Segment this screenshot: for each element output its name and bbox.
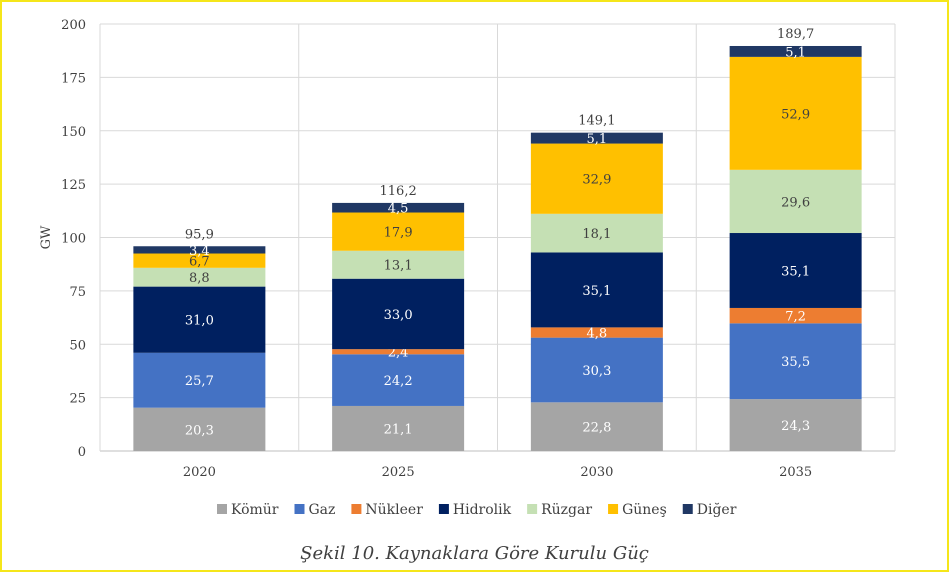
data-label: 7,2 [785, 310, 806, 325]
bar-segment [332, 405, 465, 451]
bar-segment [729, 56, 862, 170]
data-label: 22,8 [582, 421, 611, 436]
y-tick-label: 0 [78, 445, 86, 460]
bar-segment [530, 143, 663, 214]
y-tick-label: 75 [69, 285, 86, 300]
figure-caption: Şekil 10. Kaynaklara Göre Kurulu Güç [300, 543, 649, 564]
y-tick-label: 200 [61, 18, 86, 33]
data-label: 6,7 [189, 255, 210, 270]
data-label: 21,1 [384, 422, 413, 437]
x-tick-label: 2020 [183, 465, 216, 480]
x-tick-label: 2030 [580, 465, 613, 480]
bar-segment [530, 402, 663, 451]
legend-label: Gaz [309, 502, 336, 518]
bar-segment [332, 278, 465, 350]
legend-label: Nükleer [365, 502, 423, 518]
legend-label: Hidrolik [453, 502, 512, 518]
y-tick-label: 125 [61, 178, 86, 193]
x-tick-label: 2025 [382, 465, 415, 480]
total-label: 189,7 [777, 27, 814, 42]
data-label: 32,9 [582, 173, 611, 188]
data-label: 17,9 [384, 226, 413, 241]
bar-segment [332, 354, 465, 406]
bar-segment [530, 132, 663, 144]
data-label: 33,0 [384, 308, 413, 323]
bar-segment [530, 252, 663, 328]
x-tick-label: 2035 [779, 465, 812, 480]
data-label: 18,1 [582, 227, 611, 242]
data-label: 35,1 [582, 284, 611, 299]
total-label: 95,9 [185, 227, 214, 242]
bar-segment [133, 253, 266, 268]
data-label: 24,2 [384, 374, 413, 389]
bar-segment [729, 307, 862, 324]
bar-segment [530, 213, 663, 253]
data-label: 35,5 [781, 355, 810, 370]
bar-segment [133, 407, 266, 451]
bar-segment [729, 399, 862, 451]
data-label: 2,4 [388, 346, 409, 361]
bar-segment [133, 352, 266, 408]
bar-segment [332, 202, 465, 213]
legend-swatch [351, 504, 362, 514]
bar-segment [332, 349, 465, 355]
bar-segment [332, 250, 465, 279]
bar-segment [729, 169, 862, 234]
bar-segment [133, 246, 266, 254]
bar-segment [530, 337, 663, 403]
legend-label: Diğer [697, 502, 737, 518]
data-label: 8,8 [189, 271, 210, 286]
legend-label: Rüzgar [541, 502, 592, 518]
data-label: 5,1 [587, 132, 608, 147]
y-tick-label: 175 [61, 71, 86, 86]
bar-segment [332, 212, 465, 251]
bar-segment [133, 286, 266, 353]
data-label: 24,3 [781, 419, 810, 434]
bar-segment [133, 267, 266, 287]
data-label: 35,1 [781, 264, 810, 279]
data-label: 25,7 [185, 374, 214, 389]
legend-swatch [682, 504, 693, 514]
legend-label: Güneş [622, 502, 667, 518]
y-axis-title: GW [39, 225, 54, 249]
total-label: 149,1 [578, 114, 615, 129]
y-tick-label: 50 [69, 338, 86, 353]
total-label: 116,2 [380, 184, 417, 199]
legend-swatch [438, 504, 449, 514]
data-label: 31,0 [185, 314, 214, 329]
data-label: 20,3 [185, 423, 214, 438]
data-label: 52,9 [781, 107, 810, 122]
data-label: 29,6 [781, 195, 810, 210]
bar-segment [729, 45, 862, 57]
legend-swatch [217, 504, 227, 514]
legend-swatch [527, 504, 538, 514]
bar-segment [530, 327, 663, 338]
legend-label: Kömür [231, 502, 279, 518]
data-label: 5,1 [785, 45, 806, 60]
data-label: 30,3 [582, 364, 611, 379]
y-tick-label: 25 [69, 392, 86, 407]
data-label: 4,5 [388, 202, 409, 217]
y-tick-label: 150 [61, 125, 86, 140]
bar-segment [729, 323, 862, 400]
y-tick-label: 100 [61, 232, 86, 247]
data-label: 4,8 [587, 327, 608, 342]
data-label: 13,1 [384, 259, 413, 274]
bar-segment [729, 233, 862, 308]
legend-swatch [294, 504, 305, 514]
data-label: 3,4 [189, 244, 210, 259]
legend-swatch [608, 504, 619, 514]
